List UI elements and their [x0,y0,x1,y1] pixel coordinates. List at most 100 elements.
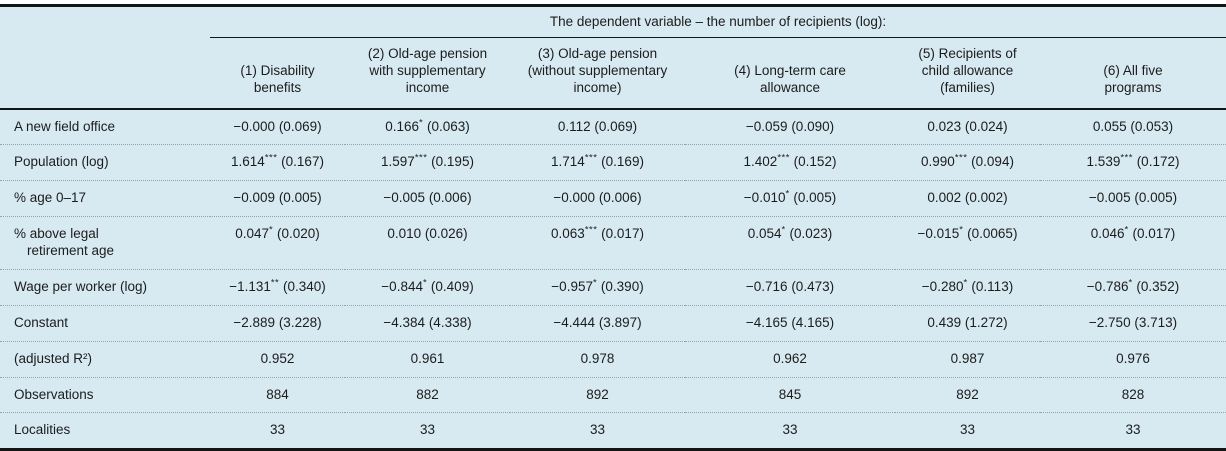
cell-value: 1.402*** (0.152) [685,144,895,182]
row-label: (adjusted R²) [0,341,210,378]
table-row: Population (log) 1.614*** (0.167) 1.597***… [0,144,1226,182]
cell-value: 0.952 [210,341,345,378]
cell-value: 33 [1125,422,1141,438]
row-label: % above legal retirement age [0,216,210,270]
cell-value: 0.055 (0.053) [1040,108,1226,146]
row-label: Localities [14,422,71,438]
cell-value: 33 [782,422,798,438]
column-header-2: (2) Old-age pension with supplementary i… [345,37,510,110]
significance-stars: * [419,117,424,128]
cell-value: −0.716 (0.473) [685,269,895,306]
significance-stars: * [269,224,274,236]
row-label: Population (log) [0,144,210,182]
cell-value: 0.962 [685,341,895,378]
cell-value: 0.047* (0.020) [210,216,345,270]
cell-value: −2.750 (3.713) [1040,305,1226,342]
row-label: Constant [0,305,210,342]
cell-value: −1.131** (0.340) [210,269,345,306]
cell-value: 1.714*** (0.169) [510,144,685,182]
cell-value: 0.978 [510,341,685,378]
dependent-variable-header: The dependent variable – the number of r… [210,5,1226,38]
cell-value: 0.010 (0.026) [345,216,510,270]
table-header: The dependent variable – the number of r… [0,5,1226,110]
cell-value: 0.002 (0.002) [895,180,1040,218]
cell-value: 0.063*** (0.017) [510,216,685,270]
column-header-1: (1) Disability benefits [210,37,345,110]
row-label: Observations [0,377,210,414]
cell-value: −0.005 (0.006) [345,180,510,218]
significance-stars: * [1124,224,1129,236]
cell-value: 0.023 (0.024) [895,108,1040,146]
cell-value: 33 [959,422,976,438]
significance-stars: * [1128,277,1133,289]
cell-value: 33 [419,422,436,438]
significance-stars: * [959,224,964,236]
cell-value: 892 [510,377,685,414]
regression-table-container: The dependent variable – the number of r… [0,4,1226,451]
row-label: % age 0–17 [0,180,210,218]
significance-stars: * [781,224,786,236]
cell-value: −0.010* (0.005) [685,180,895,218]
cell-value: 882 [345,377,510,414]
cell-value: 884 [210,377,345,414]
significance-stars: *** [1120,152,1133,164]
table-row: % above legal retirement age 0.047* (0.02… [0,216,1226,270]
cell-value: −0.000 (0.069) [210,108,345,146]
cell-value: 1.539*** (0.172) [1040,144,1226,182]
significance-stars: * [592,277,598,289]
significance-stars: *** [777,152,790,164]
header-corner-cell [0,6,210,38]
column-header-3: (3) Old-age pension (without supplementa… [510,37,685,110]
column-header-row: (1) Disability benefits (2) Old-age pens… [0,37,1226,110]
cell-value: −0.015* (0.0065) [895,216,1040,270]
cell-value: 845 [685,377,895,414]
cell-value: −0.009 (0.005) [210,180,345,218]
header-label-spacer [0,37,210,110]
cell-value: 1.597*** (0.195) [345,144,510,182]
cell-value: 892 [895,377,1040,414]
cell-value: −0.000 (0.006) [510,180,685,218]
significance-stars: *** [414,152,428,164]
cell-value: −2.889 (3.228) [210,305,345,342]
cell-value: −0.957* (0.390) [510,269,685,306]
significance-stars: *** [584,224,598,236]
cell-value: 0.976 [1040,341,1226,378]
table-row: A new field office −0.000 (0.069) 0.166* (… [0,108,1226,146]
cell-value: 1.614*** (0.167) [210,144,345,182]
table-row: Observations 884 882 892 845 892 828 [0,377,1226,414]
column-header-4: (4) Long-term care allowance [685,37,895,110]
table-body: A new field office −0.000 (0.069) 0.166* (… [0,108,1226,450]
cell-value: 0.166* (0.063) [345,108,510,146]
significance-stars: * [785,188,790,200]
regression-table: The dependent variable – the number of r… [0,4,1226,451]
cell-value: 33 [589,422,606,438]
table-row: Constant −2.889 (3.228) −4.384 (4.338) −4.4… [0,305,1226,342]
cell-value: −4.165 (4.165) [685,305,895,342]
cell-value: −4.384 (4.338) [345,305,510,342]
cell-value: −0.786* (0.352) [1040,269,1226,306]
cell-value: 0.990*** (0.094) [895,144,1040,182]
significance-stars: * [963,277,968,289]
row-label: Wage per worker (log) [0,269,210,306]
row-label: A new field office [0,108,210,146]
cell-value: −0.844* (0.409) [345,269,510,306]
table-row: (adjusted R²) 0.952 0.961 0.978 0.962 0.987 0.… [0,341,1226,378]
cell-value: 33 [269,422,286,438]
column-header-6: (6) All five programs [1040,37,1226,110]
cell-value: −4.444 (3.897) [510,305,685,342]
cell-value: 828 [1040,377,1226,414]
cell-value: 0.439 (1.272) [895,305,1040,342]
table-row: Localities 33 33 33 33 33 33 [0,413,1226,450]
cell-value: −0.280* (0.113) [895,269,1040,306]
cell-value: 0.046* (0.017) [1040,216,1226,270]
cell-value: −0.059 (0.090) [685,108,895,146]
cell-value: 0.112 (0.069) [510,108,685,146]
cell-value: 0.961 [345,341,510,378]
significance-stars: *** [584,152,598,164]
cell-value: 0.054* (0.023) [685,216,895,270]
table-row: % age 0–17 −0.009 (0.005) −0.005 (0.006) −0… [0,180,1226,218]
cell-value: −0.005 (0.005) [1040,180,1226,218]
column-header-5: (5) Recipients of child allowance (famil… [895,37,1040,110]
significance-stars: *** [954,152,968,164]
significance-stars: *** [264,152,278,164]
